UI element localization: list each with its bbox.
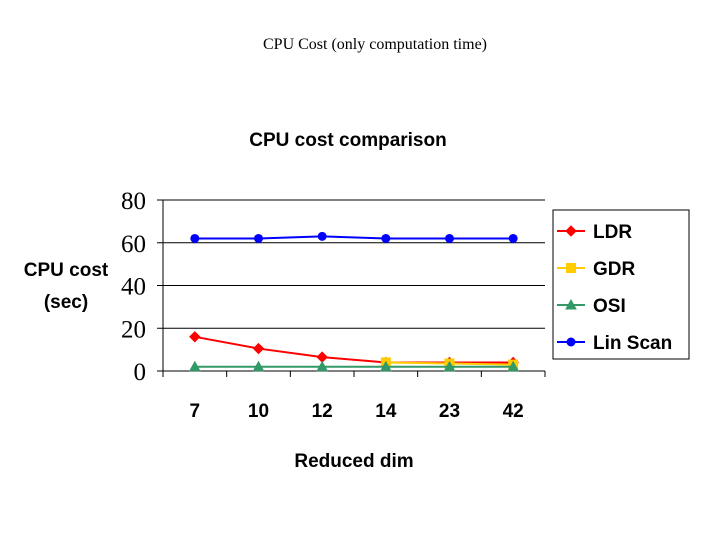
data-point-osi xyxy=(507,360,520,372)
legend-label: LDR xyxy=(593,222,632,243)
legend-marker xyxy=(565,298,577,310)
chart-title: CPU cost comparison xyxy=(249,130,446,151)
data-point-ldr xyxy=(189,331,201,343)
data-point-osi xyxy=(188,360,201,372)
y-tick-label: 80 xyxy=(121,188,146,215)
x-tick-label: 14 xyxy=(375,401,397,422)
y-axis-label-line1: CPU cost xyxy=(24,260,109,281)
x-tick-label: 10 xyxy=(248,401,269,422)
legend-item-gdr: GDR xyxy=(557,259,636,280)
legend-marker xyxy=(566,263,576,273)
legend-marker xyxy=(565,225,577,237)
x-tick-label: 7 xyxy=(190,401,201,422)
legend-label: Lin Scan xyxy=(593,333,672,354)
slide-title: CPU Cost (only computation time) xyxy=(263,36,487,53)
legend-box xyxy=(552,209,690,360)
x-axis-label: Reduced dim xyxy=(294,451,413,472)
data-point-lin-scan xyxy=(317,231,327,241)
legend-label: GDR xyxy=(593,259,636,280)
y-tick-label: 40 xyxy=(121,274,146,301)
data-point-lin-scan xyxy=(445,233,454,243)
legend-label: OSI xyxy=(593,296,626,317)
data-point-lin-scan xyxy=(508,233,518,243)
y-axis-label-line2: (sec) xyxy=(44,292,88,313)
data-point-osi xyxy=(316,360,329,372)
legend-item-lin-scan: Lin Scan xyxy=(557,333,672,354)
legend-marker xyxy=(566,337,576,347)
series-line-ldr xyxy=(194,335,514,364)
legend: LDR GDR OSI Lin Scan xyxy=(552,209,690,360)
series-osi xyxy=(188,360,520,372)
x-tick-label: 12 xyxy=(312,401,333,422)
series-group xyxy=(188,231,520,372)
data-point-lin-scan xyxy=(381,233,391,243)
data-point-ldr xyxy=(252,342,265,355)
data-point-lin-scan xyxy=(254,233,263,243)
legend-item-ldr: LDR xyxy=(557,222,632,243)
data-point-osi xyxy=(379,360,392,372)
series-lin-scan xyxy=(190,231,518,243)
data-point-osi xyxy=(252,360,265,372)
x-tick-label: 42 xyxy=(503,401,524,422)
axes xyxy=(157,199,546,377)
y-tick-label: 60 xyxy=(121,231,146,258)
series-line-lin-scan xyxy=(194,235,514,240)
gridlines xyxy=(163,199,545,329)
x-tick-label: 23 xyxy=(439,401,460,422)
data-point-ldr xyxy=(316,351,328,363)
y-tick-label: 0 xyxy=(134,359,147,386)
series-ldr xyxy=(189,331,519,369)
y-tick-label: 20 xyxy=(121,316,146,343)
data-point-osi xyxy=(443,360,456,372)
data-point-lin-scan xyxy=(190,233,200,243)
x-tick-labels: 7 10 12 14 23 42 xyxy=(190,401,524,422)
legend-item-osi: OSI xyxy=(557,296,626,317)
y-tick-labels: 0 20 40 60 80 xyxy=(121,188,146,386)
